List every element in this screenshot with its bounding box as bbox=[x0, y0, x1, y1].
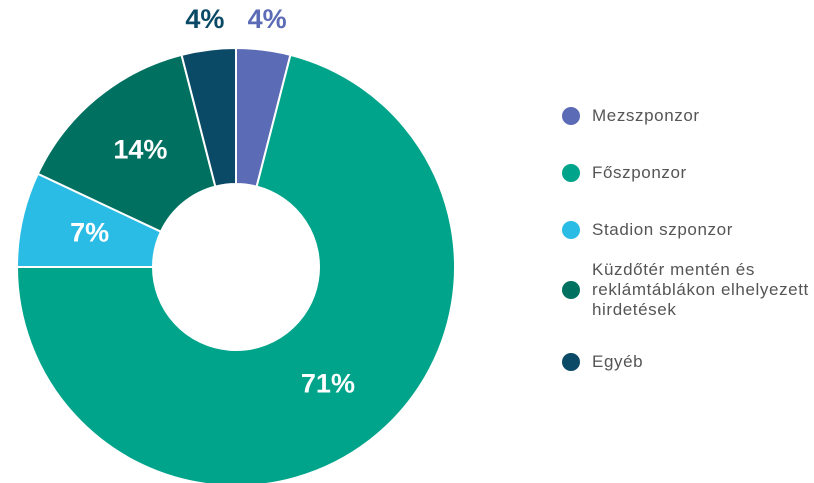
donut-slice bbox=[180, 46, 237, 188]
legend-item: Stadion szponzor bbox=[562, 220, 814, 240]
legend-item: Főszponzor bbox=[562, 163, 814, 183]
legend-swatch bbox=[562, 281, 580, 299]
legend-swatch bbox=[562, 107, 580, 125]
data-label: 4% bbox=[248, 4, 287, 34]
data-label: 71% bbox=[301, 369, 355, 399]
legend-label: Stadion szponzor bbox=[592, 220, 733, 239]
legend-item: Küzdőtér mentén és reklámtáblákon elhely… bbox=[562, 260, 812, 320]
legend-label: Egyéb bbox=[592, 352, 644, 371]
legend-item: Mezszponzor bbox=[562, 106, 814, 126]
legend-label: Mezszponzor bbox=[592, 106, 700, 125]
legend-swatch bbox=[562, 353, 580, 371]
legend-label: Főszponzor bbox=[592, 163, 687, 182]
legend-swatch bbox=[562, 221, 580, 239]
data-label: 14% bbox=[113, 135, 167, 165]
legend-label: Küzdőtér mentén és reklámtáblákon elhely… bbox=[592, 260, 809, 319]
donut-slice bbox=[15, 53, 456, 483]
legend-item: Egyéb bbox=[562, 352, 814, 372]
data-label: 4% bbox=[185, 4, 224, 34]
donut-slice bbox=[36, 53, 217, 233]
legend-swatch bbox=[562, 164, 580, 182]
data-label: 7% bbox=[70, 217, 109, 247]
